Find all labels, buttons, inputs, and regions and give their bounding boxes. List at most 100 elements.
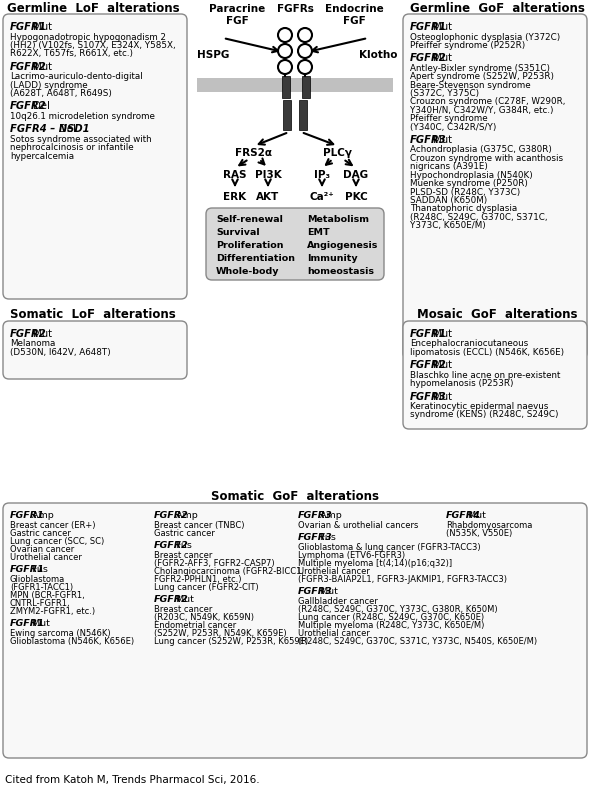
Text: Glioblastoma & lung cancer (FGFR3-TACC3): Glioblastoma & lung cancer (FGFR3-TACC3): [298, 543, 481, 552]
Text: Mut: Mut: [30, 62, 52, 71]
Text: Glioblastoma: Glioblastoma: [10, 575, 65, 584]
Text: CNTRL-FGFR1,: CNTRL-FGFR1,: [10, 599, 71, 608]
Text: Mut: Mut: [173, 595, 194, 604]
Text: Gallbladder cancer: Gallbladder cancer: [298, 597, 378, 606]
Text: Ovarian & urothelial cancers: Ovarian & urothelial cancers: [298, 521, 418, 530]
Text: Endocrine
FGF: Endocrine FGF: [324, 4, 384, 25]
Text: syndrome (KENS) (R248C, S249C): syndrome (KENS) (R248C, S249C): [410, 410, 559, 419]
Text: (Y340C, C342R/S/Y): (Y340C, C342R/S/Y): [410, 122, 496, 132]
Text: Del: Del: [56, 125, 76, 134]
Text: Survival: Survival: [216, 228, 260, 237]
Text: FGFR1: FGFR1: [10, 22, 47, 32]
Text: Melanoma: Melanoma: [10, 340, 55, 349]
Bar: [302, 76, 310, 98]
Text: IP₃: IP₃: [314, 170, 330, 180]
Text: PKC: PKC: [345, 192, 368, 202]
Text: Germline  GoF  alterations: Germline GoF alterations: [409, 2, 585, 15]
Text: Glioblastoma (N546K, K656E): Glioblastoma (N546K, K656E): [10, 637, 134, 646]
Text: Pfeiffer syndrome: Pfeiffer syndrome: [410, 114, 487, 123]
Text: Mut: Mut: [430, 329, 452, 339]
Text: Mut: Mut: [430, 360, 452, 370]
Text: Endometrial cancer: Endometrial cancer: [154, 621, 236, 630]
Text: Ovarian cancer: Ovarian cancer: [10, 545, 74, 554]
Text: FGFR2: FGFR2: [154, 541, 189, 550]
Text: HSPG: HSPG: [197, 50, 229, 60]
Text: Fus: Fus: [29, 565, 48, 574]
Text: FGFR2: FGFR2: [410, 360, 447, 370]
Text: (R248C, S249C, G370C, Y373C, G380R, K650M): (R248C, S249C, G370C, Y373C, G380R, K650…: [298, 605, 497, 614]
Text: (FGFR2-AFF3, FGFR2-CASP7): (FGFR2-AFF3, FGFR2-CASP7): [154, 559, 274, 568]
Text: Breast cancer (TNBC): Breast cancer (TNBC): [154, 521, 244, 530]
Text: Keratinocytic epidermal naevus: Keratinocytic epidermal naevus: [410, 402, 548, 411]
Text: FGFR4 – NSD1: FGFR4 – NSD1: [10, 125, 90, 134]
Text: Amp: Amp: [173, 511, 198, 520]
Text: FGFR2: FGFR2: [154, 595, 189, 604]
Text: Paracrine
FGF: Paracrine FGF: [209, 4, 265, 25]
Text: PLSD-SD (R248C, Y373C): PLSD-SD (R248C, Y373C): [410, 187, 520, 196]
Text: Rhabdomyosarcoma: Rhabdomyosarcoma: [446, 521, 532, 530]
Text: FGFR1: FGFR1: [10, 619, 45, 628]
Text: ERK: ERK: [224, 192, 247, 202]
Text: (FGFR3-BAIAP2L1, FGFR3-JAKMIP1, FGFR3-TACC3): (FGFR3-BAIAP2L1, FGFR3-JAKMIP1, FGFR3-TA…: [298, 575, 507, 584]
Text: Whole-body: Whole-body: [216, 267, 280, 276]
Text: Crouzon syndrome with acanthosis: Crouzon syndrome with acanthosis: [410, 154, 563, 163]
Bar: [197, 78, 393, 92]
Text: Del: Del: [30, 102, 50, 111]
Text: Sotos syndrome associated with: Sotos syndrome associated with: [10, 135, 152, 144]
Text: Hypogonadotropic hypogonadism 2: Hypogonadotropic hypogonadism 2: [10, 33, 166, 41]
Text: Osteoglophonic dysplasia (Y372C): Osteoglophonic dysplasia (Y372C): [410, 33, 560, 41]
Text: Mut: Mut: [430, 53, 452, 64]
Text: Multiple myeloma [t(4;14)(p16;q32)]: Multiple myeloma [t(4;14)(p16;q32)]: [298, 559, 452, 568]
Text: Lung cancer (SCC, SC): Lung cancer (SCC, SC): [10, 537, 104, 546]
Text: FGFR2: FGFR2: [10, 102, 47, 111]
Text: FGFR1: FGFR1: [10, 511, 45, 520]
Bar: [283, 100, 291, 130]
Text: Mut: Mut: [30, 329, 52, 339]
Text: Apert syndrome (S252W, P253R): Apert syndrome (S252W, P253R): [410, 72, 554, 81]
Text: (LADD) syndrome: (LADD) syndrome: [10, 81, 88, 90]
Text: Mut: Mut: [317, 587, 337, 596]
Text: MPN (BCR-FGFR1,: MPN (BCR-FGFR1,: [10, 591, 85, 600]
Text: FGFR3: FGFR3: [298, 587, 333, 596]
Text: Klotho: Klotho: [359, 50, 397, 60]
Text: (A628T, A648T, R649S): (A628T, A648T, R649S): [10, 89, 112, 98]
Text: (S372C, Y375C): (S372C, Y375C): [410, 89, 479, 98]
Text: Y340H/N, C342W/Y, G384R, etc.): Y340H/N, C342W/Y, G384R, etc.): [410, 106, 553, 115]
Text: Urothelial cancer: Urothelial cancer: [298, 629, 370, 638]
Text: Metabolism: Metabolism: [307, 215, 369, 224]
Text: Somatic  LoF  alterations: Somatic LoF alterations: [10, 308, 176, 321]
Text: Mut: Mut: [29, 619, 50, 628]
Text: lipomatosis (ECCL) (N546K, K656E): lipomatosis (ECCL) (N546K, K656E): [410, 348, 564, 357]
Text: Breast cancer (ER+): Breast cancer (ER+): [10, 521, 96, 530]
Text: Immunity: Immunity: [307, 254, 358, 263]
Text: Thanatophoric dysplasia: Thanatophoric dysplasia: [410, 204, 517, 214]
Text: Differentiation: Differentiation: [216, 254, 295, 263]
Text: FGFR2: FGFR2: [10, 329, 47, 339]
Text: Mut: Mut: [430, 391, 452, 402]
Text: Encephalocraniocutaneous: Encephalocraniocutaneous: [410, 340, 528, 349]
Bar: [299, 100, 307, 130]
Text: Mut: Mut: [430, 135, 452, 145]
Text: (R248C, S249C, G370C, S371C,: (R248C, S249C, G370C, S371C,: [410, 213, 548, 222]
Text: FGFR3: FGFR3: [410, 135, 447, 145]
Text: FGFR3: FGFR3: [298, 533, 333, 542]
Text: FGFR1: FGFR1: [410, 22, 447, 32]
Text: Lymphoma (ETV6-FGFR3): Lymphoma (ETV6-FGFR3): [298, 551, 405, 560]
Text: (R248C, S249C, G370C, S371C, Y373C, N540S, K650E/M): (R248C, S249C, G370C, S371C, Y373C, N540…: [298, 637, 537, 646]
Text: AKT: AKT: [257, 192, 280, 202]
Text: 10q26.1 microdeletion syndrome: 10q26.1 microdeletion syndrome: [10, 112, 155, 121]
Text: Self-renewal: Self-renewal: [216, 215, 283, 224]
Text: FGFR2: FGFR2: [154, 511, 189, 520]
FancyBboxPatch shape: [3, 321, 187, 379]
FancyBboxPatch shape: [3, 14, 187, 299]
FancyBboxPatch shape: [403, 14, 587, 359]
Text: FGFR1: FGFR1: [410, 329, 447, 339]
Text: hypomelanosis (P253R): hypomelanosis (P253R): [410, 380, 513, 388]
Text: Ewing sarcoma (N546K): Ewing sarcoma (N546K): [10, 629, 111, 638]
Text: (S252W, P253R, N549K, K659E): (S252W, P253R, N549K, K659E): [154, 629, 287, 638]
Text: Muenke syndrome (P250R): Muenke syndrome (P250R): [410, 179, 528, 188]
Text: Breast cancer: Breast cancer: [154, 551, 212, 560]
Text: nephrocalcinosis or infantile: nephrocalcinosis or infantile: [10, 143, 133, 152]
Text: FGFRs: FGFRs: [277, 4, 313, 14]
Text: Mut: Mut: [430, 22, 452, 32]
